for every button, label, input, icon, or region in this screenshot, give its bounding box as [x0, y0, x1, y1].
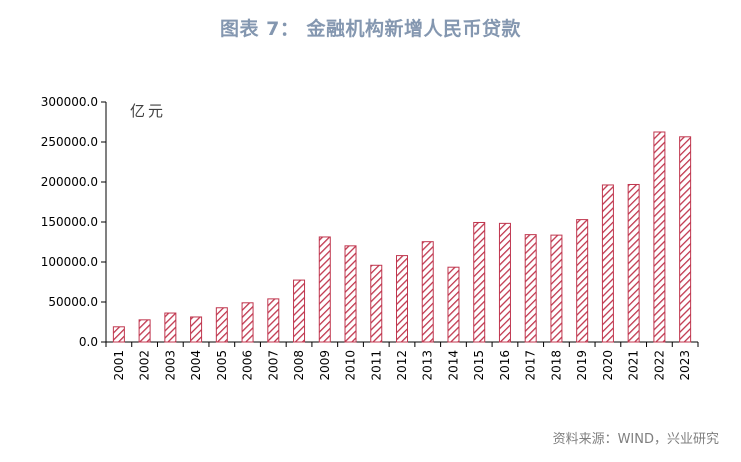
x-tick-label: 2003 [163, 350, 177, 381]
y-tick-label: 200000.0 [41, 175, 98, 189]
bar-2011 [370, 264, 383, 343]
bar-2006 [241, 302, 254, 343]
bar-2002 [138, 319, 151, 343]
x-tick-label: 2007 [266, 350, 280, 381]
x-tick-label: 2022 [652, 350, 666, 381]
y-tick-label: 300000.0 [41, 95, 98, 109]
bar-2015 [473, 221, 486, 343]
bar-2001 [112, 326, 125, 343]
bar-2021 [627, 183, 640, 343]
bar-2012 [396, 255, 408, 343]
bar-2010 [344, 245, 357, 343]
bar-2018 [550, 234, 563, 343]
source-note: 资料来源：WIND，兴业研究 [552, 432, 719, 447]
x-tick-label: 2013 [421, 350, 435, 381]
x-tick-label: 2019 [575, 350, 589, 381]
bar-2016 [498, 222, 511, 343]
x-tick-label: 2011 [369, 350, 383, 381]
x-tick-label: 2018 [549, 350, 563, 381]
bar-2007 [267, 298, 280, 343]
x-tick-label: 2004 [189, 350, 203, 381]
x-tick-label: 2017 [524, 350, 538, 381]
bar-2020 [601, 184, 614, 343]
x-tick-label: 2002 [138, 350, 152, 381]
bar-2005 [215, 307, 228, 343]
x-tick-label: 2015 [472, 350, 486, 381]
x-tick-label: 2001 [112, 350, 126, 381]
bar-2019 [576, 219, 589, 343]
bar-2023 [679, 136, 692, 343]
bar-2003 [164, 312, 177, 343]
x-tick-label: 2021 [627, 350, 641, 381]
x-tick-label: 2014 [446, 350, 460, 381]
x-tick-label: 2016 [498, 350, 512, 381]
x-tick-label: 2010 [344, 350, 358, 381]
chart-title: 图表 7： 金融机构新增人民币贷款 [220, 18, 521, 40]
bar-2009 [318, 236, 331, 343]
y-tick-label: 50000.0 [48, 295, 98, 309]
bar-2013 [421, 241, 434, 343]
bar-2017 [524, 234, 537, 343]
y-tick-label: 100000.0 [41, 255, 98, 269]
x-tick-label: 2009 [318, 350, 332, 381]
x-tick-label: 2006 [241, 350, 255, 381]
x-tick-label: 2020 [601, 350, 615, 381]
x-tick-label: 2023 [678, 350, 692, 381]
x-tick-label: 2008 [292, 350, 306, 381]
unit-label: 亿元 [130, 102, 167, 120]
bar-2022 [653, 131, 666, 343]
bar-2008 [293, 279, 306, 343]
bar-2004 [190, 316, 203, 343]
y-tick-label: 150000.0 [41, 215, 98, 229]
y-tick-label: 250000.0 [41, 135, 98, 149]
x-tick-label: 2005 [215, 350, 229, 381]
y-tick-label: 0.0 [79, 335, 98, 349]
bar-2014 [447, 266, 460, 343]
x-tick-label: 2012 [395, 350, 409, 381]
